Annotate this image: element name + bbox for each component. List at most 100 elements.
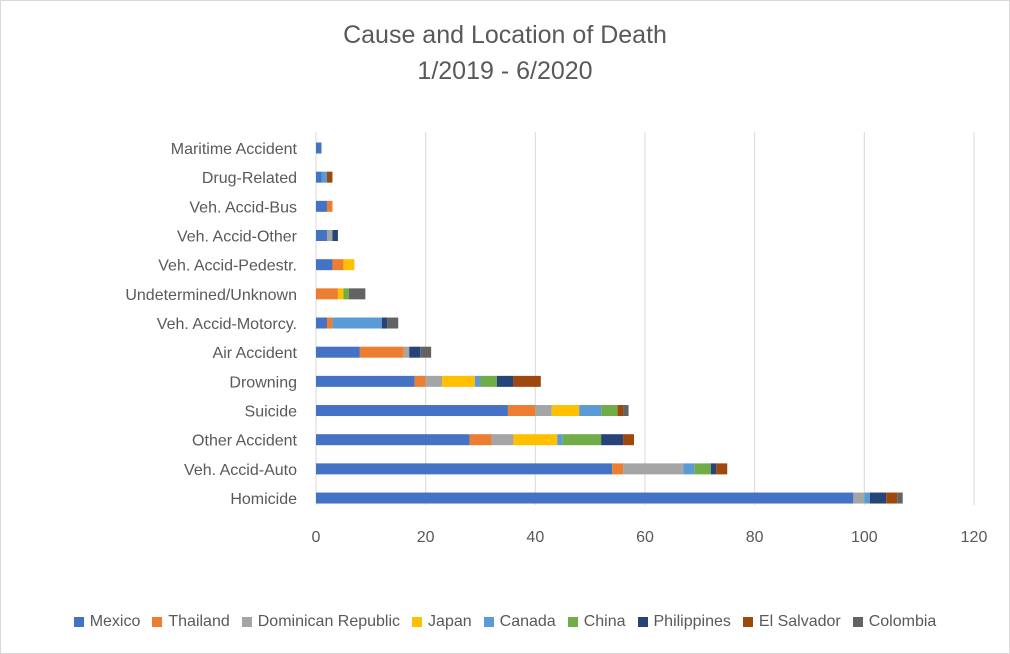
bar-segment-japan [343, 259, 355, 271]
bar-segment-philippines [381, 317, 388, 329]
category-label: Veh. Accid-Pedestr. [158, 258, 297, 275]
legend-label: China [583, 613, 626, 630]
bar-segment-mexico [316, 171, 322, 183]
bar-segment-china [343, 288, 349, 300]
legend-swatch [637, 617, 648, 627]
legend-label: Dominican Republic [257, 613, 401, 630]
bar-segment-colombia [387, 317, 399, 329]
bar-segment-mexico [316, 259, 333, 271]
x-tick-label: 0 [312, 529, 321, 546]
bar-segment-japan [513, 434, 558, 446]
category-label: Drug-Related [202, 170, 297, 187]
legend-label: Japan [428, 613, 472, 630]
bar-segment-mexico [316, 492, 854, 504]
bar-segment-china [562, 434, 602, 446]
bar-segment-philippines [496, 375, 514, 387]
legend-item: Dominican Republic [241, 613, 401, 631]
bar-segment-canada [557, 434, 563, 446]
bar-segment-canada [332, 317, 382, 329]
bar-segment-thailand [359, 346, 404, 358]
bar-segment-el-salvador [886, 492, 898, 504]
legend-swatch [412, 617, 423, 627]
bar-segment-mexico [316, 434, 470, 446]
legend-swatch [567, 617, 578, 627]
x-tick-label: 40 [526, 529, 544, 546]
legend-label: Colombia [868, 613, 937, 630]
bar-segment-philippines [869, 492, 887, 504]
bar-segment-china [694, 463, 711, 475]
category-label: Veh. Accid-Motorcy. [157, 316, 297, 333]
bar-segment-philippines [332, 230, 338, 242]
bar-segment-canada [864, 492, 870, 504]
category-label: Undetermined/Unknown [125, 287, 297, 304]
x-tick-label: 120 [961, 529, 988, 546]
bar-segment-colombia [420, 346, 432, 358]
category-label: Veh. Accid-Auto [184, 462, 297, 479]
x-tick-label: 80 [746, 529, 764, 546]
legend-item: China [567, 613, 626, 631]
bar-segment-japan [442, 375, 476, 387]
bar-segment-dominican-republic [623, 463, 684, 475]
bar-segment-thailand [326, 200, 333, 212]
bar-segment-dominican-republic [491, 434, 514, 446]
bar-segment-mexico [316, 405, 508, 417]
bar-segment-thailand [326, 317, 333, 329]
category-label: Homicide [230, 491, 297, 508]
legend-item: Japan [412, 613, 472, 631]
chart-subtitle: 1/2019 - 6/2020 [417, 57, 593, 85]
bar-segment-thailand [507, 405, 536, 417]
legend-item: El Salvador [742, 613, 841, 631]
category-label: Suicide [245, 404, 298, 421]
bar-segment-dominican-republic [403, 346, 410, 358]
bar-segment-colombia [348, 288, 366, 300]
bar-segment-dominican-republic [425, 375, 443, 387]
legend-swatch [742, 617, 753, 627]
category-label: Drowning [229, 374, 297, 391]
bar-segment-el-salvador [326, 171, 333, 183]
legend: Mexico Thailand Dominican Republic Japan Can… [0, 613, 1010, 631]
x-tick-label: 60 [636, 529, 654, 546]
bar-segment-el-salvador [623, 434, 635, 446]
legend-label: Philippines [653, 613, 731, 630]
category-label: Other Accident [192, 433, 298, 450]
bar-segment-dominican-republic [853, 492, 865, 504]
bar-segment-mexico [316, 317, 327, 329]
bar-segment-el-salvador [513, 375, 541, 387]
bar-segment-el-salvador [617, 405, 624, 417]
chart-title: Cause and Location of Death [343, 21, 667, 49]
bar-segment-mexico [316, 142, 322, 154]
bar-segment-mexico [316, 375, 415, 387]
bar-segment-mexico [316, 200, 327, 212]
bar-segment-mexico [316, 463, 613, 475]
bar-segment-china [480, 375, 497, 387]
legend-item: Mexico [73, 613, 140, 631]
bar-segment-japan [337, 288, 344, 300]
legend-item: Thailand [152, 613, 230, 631]
bar-segment-canada [475, 375, 481, 387]
bar-segment-thailand [414, 375, 426, 387]
category-label: Veh. Accid-Bus [189, 199, 297, 216]
x-tick-label: 100 [851, 529, 878, 546]
legend-label: Thailand [168, 613, 230, 630]
x-tick-label: 20 [417, 529, 435, 546]
bar-segment-thailand [332, 259, 344, 271]
bar-segment-dominican-republic [535, 405, 552, 417]
legend-swatch [241, 617, 252, 627]
bar-segment-thailand [612, 463, 624, 475]
bar-segment-el-salvador [716, 463, 728, 475]
legend-swatch [152, 617, 163, 627]
legend-swatch [73, 617, 84, 627]
bar-segment-dominican-republic [326, 230, 333, 242]
bar-segment-philippines [601, 434, 624, 446]
bar-segment-colombia [897, 492, 903, 504]
legend-item: Philippines [637, 613, 731, 631]
bar-segment-thailand [316, 288, 338, 300]
bar-segment-canada [321, 171, 327, 183]
category-label: Maritime Accident [171, 141, 298, 158]
category-label: Air Accident [213, 345, 298, 362]
bar-segment-canada [683, 463, 695, 475]
category-label: Veh. Accid-Other [177, 229, 298, 246]
bar-segment-philippines [409, 346, 421, 358]
bar-segment-mexico [316, 230, 327, 242]
